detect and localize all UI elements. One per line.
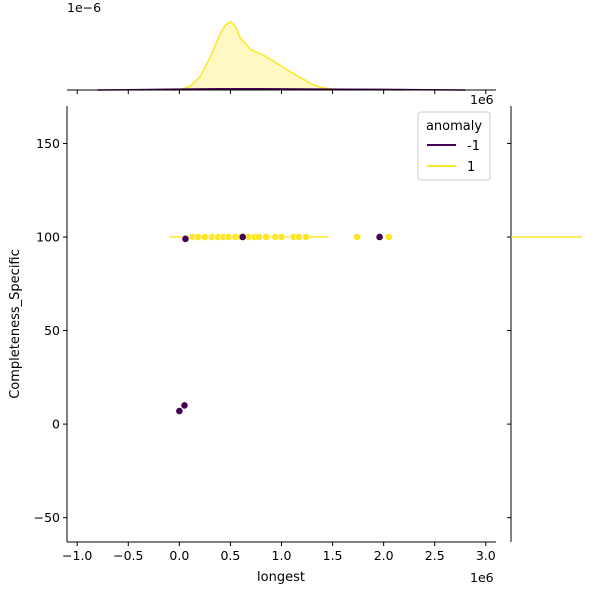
top-marginal-offset-text: 1e−6	[67, 0, 101, 15]
legend-title: anomaly	[426, 119, 482, 134]
point-anomaly-minus-1	[375, 233, 384, 241]
x-tick-label: 1.0	[272, 548, 292, 563]
point-anomaly-minus-1	[181, 234, 190, 243]
point-anomaly-minus-1	[175, 407, 184, 415]
x-tick-label: 2.0	[374, 548, 394, 563]
x-offset-text: 1e6	[470, 570, 494, 585]
y-tick-label: 50	[44, 323, 60, 338]
y-tick-label: 100	[36, 229, 60, 244]
point-anomaly-1	[384, 233, 393, 241]
top-marginal-x-offset-text: 1e6	[470, 92, 494, 107]
y-tick-label: 0	[52, 417, 60, 432]
legend: anomaly -1 1	[417, 111, 491, 181]
y-tick-label: −50	[34, 510, 60, 525]
point-anomaly-1	[255, 233, 263, 241]
x-tick-label: 2.5	[425, 548, 445, 563]
legend-label-anomaly-minus-1: -1	[467, 139, 480, 154]
point-anomaly-1	[302, 233, 310, 241]
x-tick-label: −0.5	[113, 548, 143, 563]
point-anomaly-1	[262, 233, 271, 241]
point-anomaly-1	[224, 233, 233, 241]
kde-fill-anomaly-1	[169, 21, 405, 91]
legend-label-anomaly-1: 1	[467, 160, 475, 175]
top-marginal-kde: 1e−6 1e6	[67, 0, 496, 107]
point-anomaly-1	[294, 233, 303, 241]
y-tick-label: 150	[36, 136, 60, 151]
x-axis-label: longest	[257, 570, 305, 585]
main-axes: −1.0 −0.5 0.0 0.5 1.0 1.5 2.0 2.5 3.0 −50 0 50 100 1…	[8, 106, 496, 585]
point-anomaly-1	[353, 233, 361, 241]
point-anomaly-minus-1	[238, 233, 247, 241]
x-tick-label: 3.0	[476, 548, 496, 563]
point-anomaly-minus-1	[180, 401, 189, 410]
x-tick-label: 1.5	[323, 548, 343, 563]
point-anomaly-1	[193, 233, 202, 241]
point-anomaly-1	[277, 233, 286, 241]
x-tick-label: −1.0	[62, 548, 92, 563]
x-tick-label: 0.5	[220, 548, 240, 563]
x-tick-label: 0.0	[169, 548, 189, 563]
right-marginal-kde	[507, 106, 583, 542]
y-axis-label: Completeness_Specific	[8, 249, 23, 399]
point-anomaly-1	[200, 233, 209, 241]
